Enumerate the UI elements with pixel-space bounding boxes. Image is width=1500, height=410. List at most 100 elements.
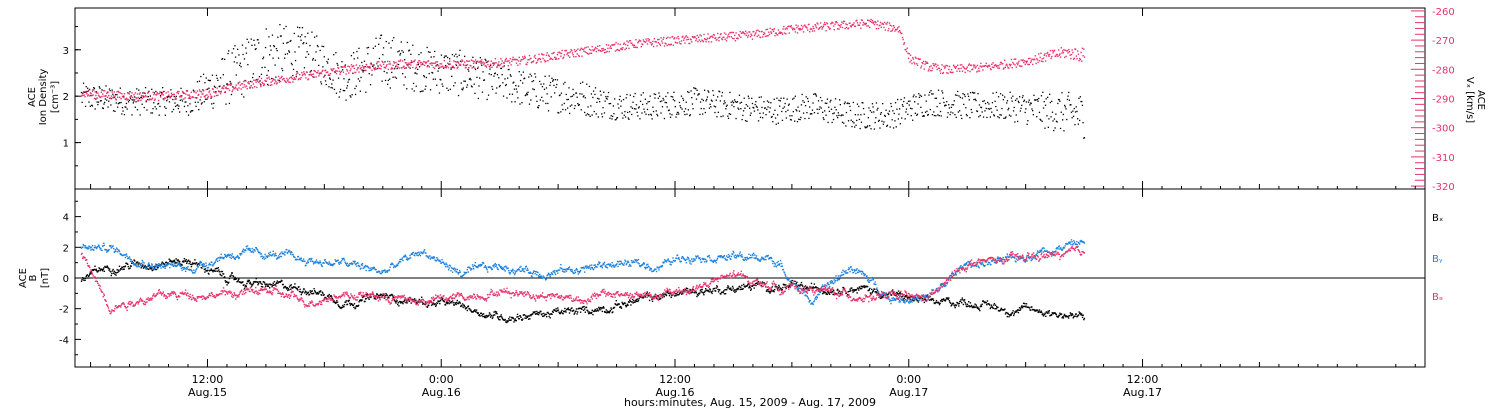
b-point — [331, 297, 333, 300]
velocity-point — [515, 62, 518, 64]
density-point — [909, 100, 911, 102]
density-point — [386, 72, 388, 74]
density-point — [91, 104, 93, 106]
density-point — [492, 88, 494, 90]
velocity-point — [740, 36, 742, 38]
b-point — [632, 302, 634, 304]
b-point — [141, 262, 143, 265]
velocity-point — [186, 90, 188, 92]
velocity-point — [419, 62, 422, 64]
density-point — [813, 93, 815, 95]
velocity-point — [662, 38, 664, 40]
b-point — [138, 265, 141, 268]
velocity-point — [663, 36, 665, 39]
b-point — [714, 290, 717, 292]
velocity-point — [837, 24, 840, 26]
density-point — [276, 50, 278, 52]
velocity-point — [415, 66, 417, 69]
density-point — [633, 108, 636, 110]
velocity-point — [169, 97, 171, 99]
density-point — [1048, 118, 1050, 120]
b-point — [606, 310, 609, 312]
density-point — [292, 74, 294, 77]
velocity-point — [144, 94, 147, 97]
density-point — [693, 87, 695, 89]
density-point — [1059, 100, 1061, 102]
velocity-point — [232, 89, 234, 91]
b-point — [392, 296, 394, 298]
density-point — [642, 103, 644, 106]
velocity-point — [442, 67, 445, 69]
density-point — [158, 114, 160, 116]
density-point — [113, 96, 115, 99]
velocity-point — [767, 35, 769, 37]
density-point — [451, 53, 454, 56]
velocity-point — [686, 39, 688, 41]
b-point — [225, 280, 228, 283]
density-point — [493, 75, 495, 77]
b-point — [224, 276, 226, 278]
b-point — [805, 287, 807, 290]
velocity-point — [215, 92, 217, 94]
b-point — [921, 297, 924, 300]
velocity-point — [1039, 56, 1041, 59]
density-point — [904, 118, 906, 120]
b-point — [696, 293, 699, 296]
b-point — [267, 285, 270, 288]
density-point — [561, 104, 563, 106]
b-point — [1004, 313, 1007, 315]
density-point — [335, 52, 337, 54]
b-point — [115, 247, 118, 249]
density-point — [1056, 121, 1058, 123]
density-point — [661, 106, 664, 108]
density-point — [704, 111, 706, 114]
velocity-point — [639, 40, 642, 42]
density-point — [652, 106, 654, 108]
b-point — [128, 257, 130, 259]
velocity-point — [1058, 54, 1060, 56]
density-point — [716, 116, 718, 118]
velocity-point — [571, 52, 574, 54]
velocity-point — [337, 67, 340, 69]
b-point — [685, 287, 688, 289]
velocity-point — [634, 46, 636, 48]
b-point — [478, 314, 481, 316]
b-point — [468, 308, 471, 310]
velocity-point — [533, 56, 535, 58]
velocity-point — [504, 59, 507, 61]
density-point — [858, 105, 860, 108]
velocity-point — [616, 48, 619, 51]
density-point — [815, 95, 818, 97]
density-point — [629, 94, 631, 96]
density-point — [142, 92, 144, 94]
velocity-point — [957, 64, 959, 66]
density-point — [791, 115, 793, 117]
b-point — [474, 309, 476, 311]
density-point — [82, 92, 84, 94]
density-point — [552, 80, 554, 82]
b-point — [574, 312, 576, 314]
b-point — [606, 312, 608, 314]
density-point — [419, 91, 421, 93]
density-point — [446, 87, 448, 89]
b-point — [249, 282, 251, 285]
b-point — [93, 268, 96, 271]
density-point — [127, 92, 129, 94]
velocity-point — [472, 62, 475, 65]
velocity-point — [493, 63, 495, 65]
velocity-point — [778, 32, 780, 34]
density-point — [1066, 118, 1068, 121]
velocity-point — [590, 49, 592, 51]
velocity-point — [588, 48, 591, 51]
velocity-point — [210, 95, 212, 97]
b-point — [1015, 311, 1018, 313]
velocity-point — [471, 67, 473, 69]
velocity-point — [241, 83, 244, 85]
b-point — [95, 268, 97, 270]
density-point — [722, 115, 724, 117]
b-point — [86, 247, 88, 249]
density-point — [738, 108, 740, 110]
velocity-point — [139, 92, 141, 94]
density-point — [1004, 96, 1006, 98]
density-point — [162, 87, 164, 89]
